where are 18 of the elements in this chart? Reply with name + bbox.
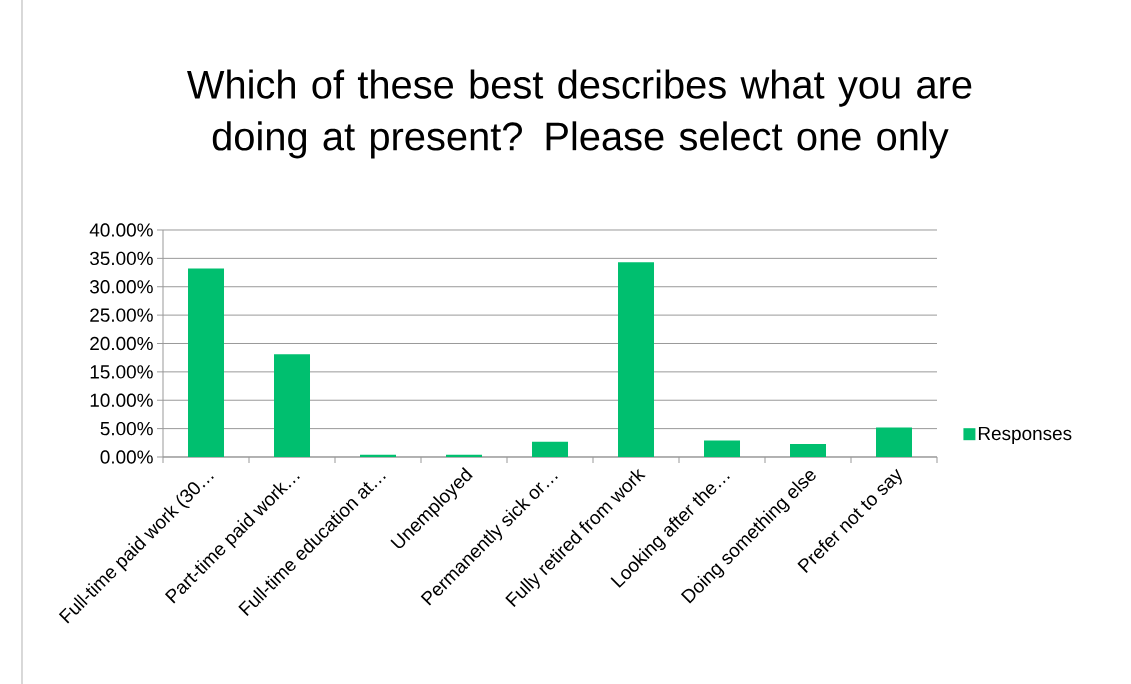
bar [274,354,311,457]
bar [704,440,741,457]
chart-title: Which of these best describes what you are doing at present? Please select one only [187,69,972,159]
y-tick-label: 40.00% [89,223,153,237]
y-tick-label: 0.00% [100,450,153,464]
y-tick-label: 15.00% [90,365,153,379]
bar [532,441,569,457]
bar [618,262,655,457]
y-tick-label: 30.00% [90,280,153,294]
bar [790,443,827,457]
y-tick-label: 35.00% [90,251,153,266]
bar [188,268,225,457]
y-tick-label: 25.00% [90,308,153,322]
y-tick-label: 10.00% [90,393,153,407]
y-tick-label: 20.00% [90,336,153,351]
bar [876,427,913,457]
legend-label: Responses [978,426,1072,444]
y-tick-label: 5.00% [100,421,153,436]
